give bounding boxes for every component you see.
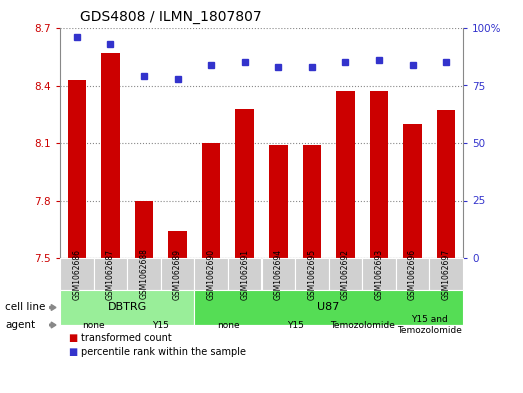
Text: agent: agent xyxy=(5,320,36,330)
Bar xyxy=(437,110,456,258)
Bar xyxy=(202,143,220,258)
Bar xyxy=(336,91,355,258)
Text: GSM1062687: GSM1062687 xyxy=(106,248,115,299)
Text: GSM1062696: GSM1062696 xyxy=(408,248,417,299)
Text: transformed count: transformed count xyxy=(81,333,172,343)
Text: none: none xyxy=(217,321,239,329)
Bar xyxy=(370,91,388,258)
Bar xyxy=(168,231,187,258)
Text: cell line: cell line xyxy=(5,303,46,312)
Bar xyxy=(135,200,153,258)
Text: GSM1062686: GSM1062686 xyxy=(72,248,82,299)
Text: DBTRG: DBTRG xyxy=(108,303,147,312)
Text: U87: U87 xyxy=(317,303,340,312)
Text: ■: ■ xyxy=(68,333,77,343)
Bar xyxy=(303,145,321,258)
Text: GSM1062695: GSM1062695 xyxy=(308,248,316,299)
Text: percentile rank within the sample: percentile rank within the sample xyxy=(81,347,246,357)
Text: ■: ■ xyxy=(68,347,77,357)
Text: Temozolomide: Temozolomide xyxy=(329,321,395,329)
Bar xyxy=(67,80,86,258)
Text: Y15: Y15 xyxy=(287,321,303,329)
Text: Y15 and
Temozolomide: Y15 and Temozolomide xyxy=(397,315,462,335)
Text: GSM1062691: GSM1062691 xyxy=(240,248,249,299)
Text: GSM1062692: GSM1062692 xyxy=(341,248,350,299)
Text: none: none xyxy=(83,321,105,329)
Bar xyxy=(269,145,288,258)
Text: GSM1062690: GSM1062690 xyxy=(207,248,215,299)
Text: GSM1062694: GSM1062694 xyxy=(274,248,283,299)
Bar xyxy=(101,53,120,258)
Text: GSM1062693: GSM1062693 xyxy=(374,248,383,299)
Text: GSM1062689: GSM1062689 xyxy=(173,248,182,299)
Bar xyxy=(403,124,422,258)
Text: Y15: Y15 xyxy=(152,321,169,329)
Text: GDS4808 / ILMN_1807807: GDS4808 / ILMN_1807807 xyxy=(81,10,262,24)
Text: GSM1062688: GSM1062688 xyxy=(140,248,149,299)
Bar xyxy=(235,108,254,258)
Text: GSM1062697: GSM1062697 xyxy=(441,248,451,299)
